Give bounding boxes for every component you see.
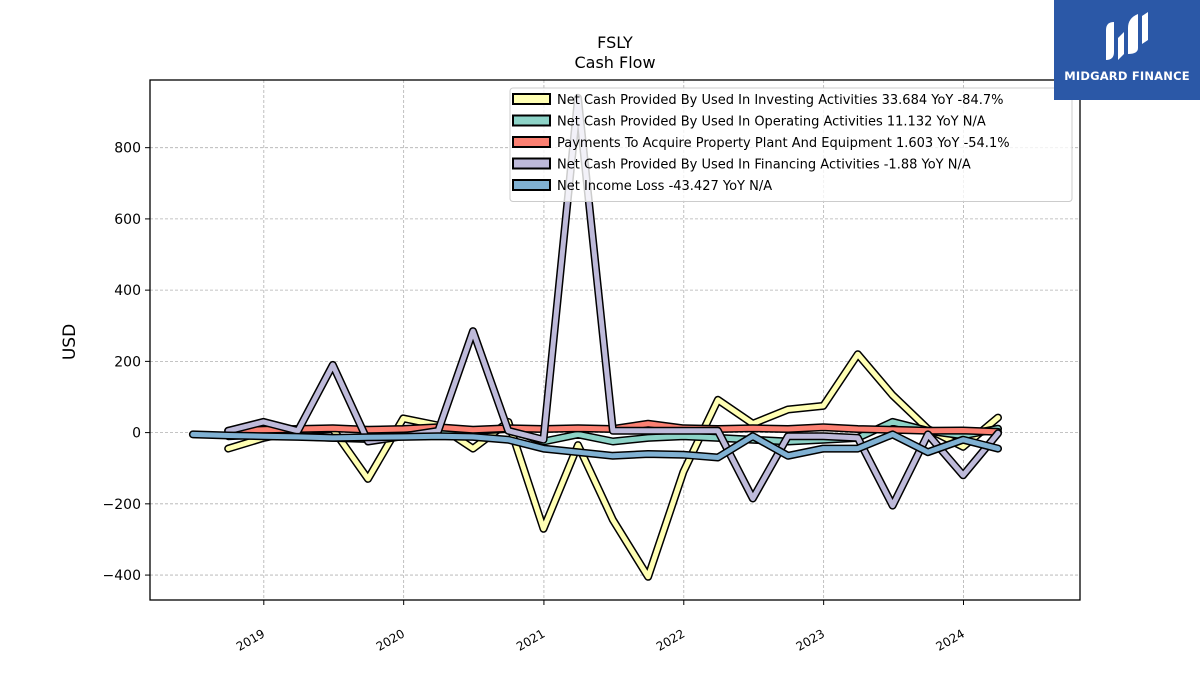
y-tick-label: 0 (132, 426, 141, 442)
y-tick-label: 800 (114, 141, 141, 157)
series-3 (224, 93, 1002, 510)
series-line (225, 351, 1001, 580)
chart-subtitle: Cash Flow (574, 53, 655, 72)
plot-area-frame (149, 79, 1081, 601)
series-line (190, 431, 1001, 460)
legend-swatch (512, 136, 551, 148)
x-tick-label: 2019 (234, 626, 267, 653)
y-tick-label: 200 (114, 354, 141, 370)
legend-swatch (512, 157, 551, 170)
legend-swatch (512, 179, 551, 191)
x-tick-label: 2022 (654, 626, 687, 653)
series-0 (224, 350, 1002, 581)
x-tick-label: 2021 (514, 626, 547, 653)
brand-logo: MIDGARD FINANCE (1054, 0, 1200, 100)
midgard-logo-icon (1106, 12, 1148, 60)
series-4 (188, 430, 1002, 462)
legend: Net Cash Provided By Used In Investing A… (509, 87, 1073, 202)
legend-label: Net Income Loss -43.427 YoY N/A (557, 179, 772, 194)
legend-label: Net Cash Provided By Used In Operating A… (557, 115, 986, 130)
y-tick-label: 600 (114, 212, 141, 228)
series-lines (188, 93, 1002, 581)
legend-label: Payments To Acquire Property Plant And E… (557, 136, 1010, 151)
x-tick-label: 2023 (794, 626, 827, 653)
legend-box (509, 87, 1073, 202)
y-tick-label: −200 (103, 497, 141, 513)
y-axis-label: USD (60, 324, 80, 360)
axes: −400 −200 0 200 400 600 800 2019 2020 2021 2022 202… (103, 141, 967, 654)
y-tick-label: −400 (103, 568, 141, 584)
chart-title: FSLY (597, 33, 633, 52)
legend-label: Net Cash Provided By Used In Investing A… (557, 93, 1003, 108)
series-line (225, 95, 1001, 509)
x-tick-label: 2024 (934, 626, 967, 653)
y-tick-label: 400 (114, 283, 141, 299)
x-tick-label: 2020 (374, 626, 407, 653)
legend-swatch (512, 93, 551, 105)
legend-swatch (512, 114, 551, 127)
legend-label: Net Cash Provided By Used In Financing A… (557, 158, 971, 173)
brand-name: MIDGARD FINANCE (1064, 69, 1190, 83)
